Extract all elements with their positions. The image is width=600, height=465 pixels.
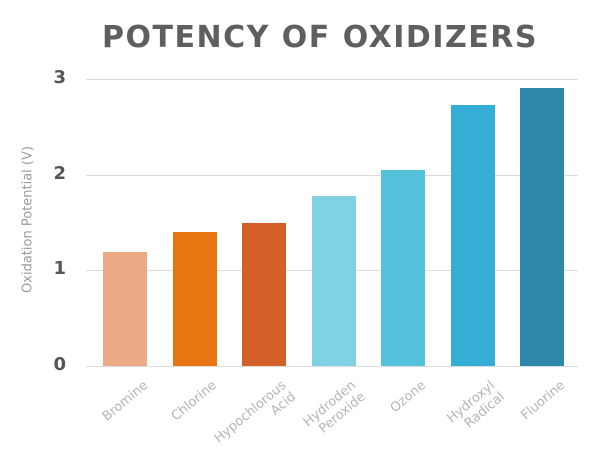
bar (103, 252, 147, 366)
x-tick-label: Bromine (99, 378, 151, 425)
y-axis-label: Oxidation Potential (V) (20, 146, 36, 293)
bar (381, 169, 425, 366)
gridline (86, 366, 578, 367)
x-tick-label: Fluorine (517, 378, 568, 424)
bar (242, 223, 286, 366)
bar (172, 232, 217, 366)
y-tick-label: 3 (53, 66, 66, 88)
y-tick-label: 1 (53, 258, 66, 280)
y-tick-label: 2 (53, 162, 66, 184)
y-tick-label: 0 (53, 354, 66, 375)
bar (450, 104, 495, 366)
gridline (86, 174, 578, 176)
x-tick-label: Hydroxyl Radical (444, 378, 508, 432)
x-tick-label: Hypochlorous Acid (212, 378, 300, 447)
x-tick-label: Chlorine (169, 378, 221, 425)
bar (520, 87, 564, 366)
chart-title: POTENCY OF OXIDIZERS (102, 20, 538, 55)
x-tick-label: Hydroden Peroxide (301, 378, 369, 437)
bar (311, 195, 356, 366)
x-tick-label: Ozone (387, 378, 429, 417)
gridline (86, 78, 578, 80)
